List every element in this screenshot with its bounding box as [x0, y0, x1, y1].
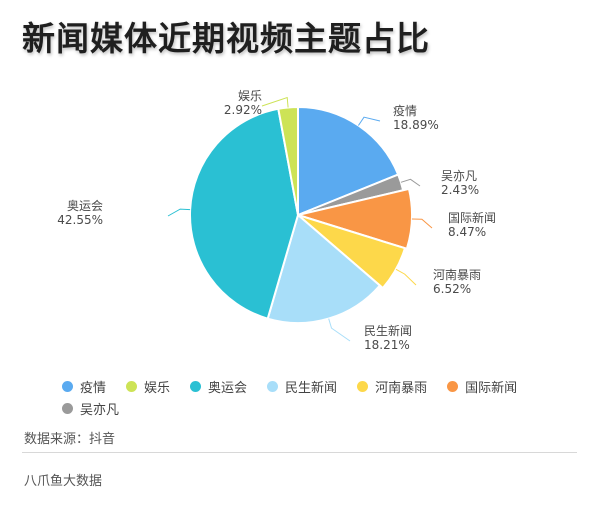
slice-value-label-5: 42.55% [57, 213, 103, 227]
legend-item-2[interactable]: 奥运会 [190, 377, 248, 396]
slice-label-3: 河南暴雨 [433, 267, 481, 282]
legend-swatch [62, 380, 73, 392]
data-source-note: 数据来源：抖音 [24, 432, 116, 447]
legend-item-0[interactable]: 疫情 [62, 377, 107, 396]
legend-label: 娱乐 [144, 380, 171, 396]
legend-swatch [126, 380, 138, 392]
slice-label-6: 娱乐 [238, 89, 262, 103]
pie-slice-2 [294, 187, 413, 251]
slice-value-label-4: 18.21% [364, 338, 410, 352]
slice-label-5: 奥运会 [67, 199, 103, 213]
slice-value-label-3: 6.52% [433, 282, 471, 296]
leader-line-2 [411, 218, 433, 229]
slice-label-0: 疫情 [393, 103, 417, 118]
legend-swatch [190, 380, 202, 392]
slice-value-label-2: 8.47% [448, 225, 486, 239]
pie-slice-4 [266, 213, 382, 324]
slice-value-label-6: 2.92% [224, 103, 262, 117]
legend-label: 国际新闻 [465, 380, 518, 396]
leader-line-5 [167, 208, 191, 217]
footer-divider [22, 452, 577, 453]
legend-swatch [62, 402, 73, 414]
chart-legend: 疫情 娱乐 奥运会 民生新闻 河南暴雨 国际新闻吴亦凡 [62, 377, 582, 418]
legend-label: 吴亦凡 [80, 402, 120, 418]
legend-item-6[interactable]: 吴亦凡 [62, 399, 120, 418]
legend-swatch [357, 380, 369, 392]
pie-slice-5 [189, 107, 300, 320]
slice-label-1: 吴亦凡 [441, 168, 477, 183]
legend-item-5[interactable]: 国际新闻 [447, 377, 518, 396]
legend-label: 奥运会 [208, 380, 248, 396]
legend-label: 疫情 [80, 380, 107, 396]
legend-label: 河南暴雨 [375, 380, 428, 396]
slice-label-2: 国际新闻 [448, 210, 496, 225]
leader-line-4 [328, 318, 351, 342]
brand-name: 八爪鱼大数据 [24, 474, 103, 489]
pie-slice-0 [297, 105, 400, 217]
slice-value-label-1: 2.43% [441, 183, 479, 197]
legend-item-3[interactable]: 民生新闻 [267, 377, 338, 396]
legend-item-4[interactable]: 河南暴雨 [357, 377, 428, 396]
leader-line-0 [357, 116, 381, 126]
leader-line-6 [261, 96, 289, 108]
leader-line-3 [395, 268, 417, 286]
leader-line-1 [400, 178, 421, 187]
legend-swatch [267, 380, 279, 392]
legend-item-1[interactable]: 娱乐 [126, 377, 171, 396]
chart-title: 新闻媒体近期视频主题占比 [22, 19, 430, 58]
legend-label: 民生新闻 [285, 380, 338, 396]
slice-label-4: 民生新闻 [364, 323, 412, 338]
pie-slice-3 [297, 214, 407, 290]
slice-value-label-0: 18.89% [393, 118, 439, 132]
legend-swatch [447, 380, 459, 392]
